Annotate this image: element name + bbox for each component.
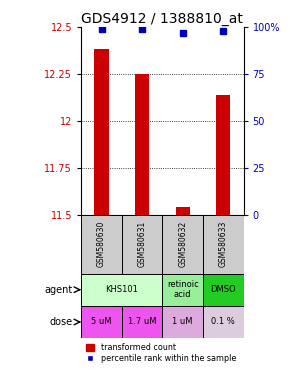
Legend: transformed count, percentile rank within the sample: transformed count, percentile rank withi… — [85, 342, 237, 363]
Text: 1 uM: 1 uM — [173, 318, 193, 326]
Bar — [122, 306, 162, 338]
Bar — [162, 273, 203, 306]
Text: dose: dose — [50, 317, 73, 327]
Bar — [162, 215, 203, 273]
Bar — [162, 306, 203, 338]
Bar — [203, 306, 244, 338]
Bar — [176, 207, 190, 215]
Bar — [203, 273, 244, 306]
Text: DMSO: DMSO — [211, 285, 236, 294]
Text: retinoic
acid: retinoic acid — [167, 280, 199, 300]
Text: GSM580630: GSM580630 — [97, 221, 106, 267]
Bar — [94, 50, 108, 215]
Bar — [81, 273, 162, 306]
Text: agent: agent — [45, 285, 73, 295]
Bar — [216, 94, 230, 215]
Text: 1.7 uM: 1.7 uM — [128, 318, 156, 326]
Bar — [122, 215, 162, 273]
Text: KHS101: KHS101 — [105, 285, 138, 294]
Bar — [135, 74, 149, 215]
Bar — [81, 306, 122, 338]
Bar — [81, 215, 122, 273]
Text: 0.1 %: 0.1 % — [211, 318, 235, 326]
Text: 5 uM: 5 uM — [91, 318, 112, 326]
Bar — [203, 215, 244, 273]
Text: GSM580633: GSM580633 — [219, 221, 228, 267]
Text: GSM580632: GSM580632 — [178, 221, 187, 267]
Text: GSM580631: GSM580631 — [137, 221, 147, 267]
Title: GDS4912 / 1388810_at: GDS4912 / 1388810_at — [81, 12, 243, 26]
